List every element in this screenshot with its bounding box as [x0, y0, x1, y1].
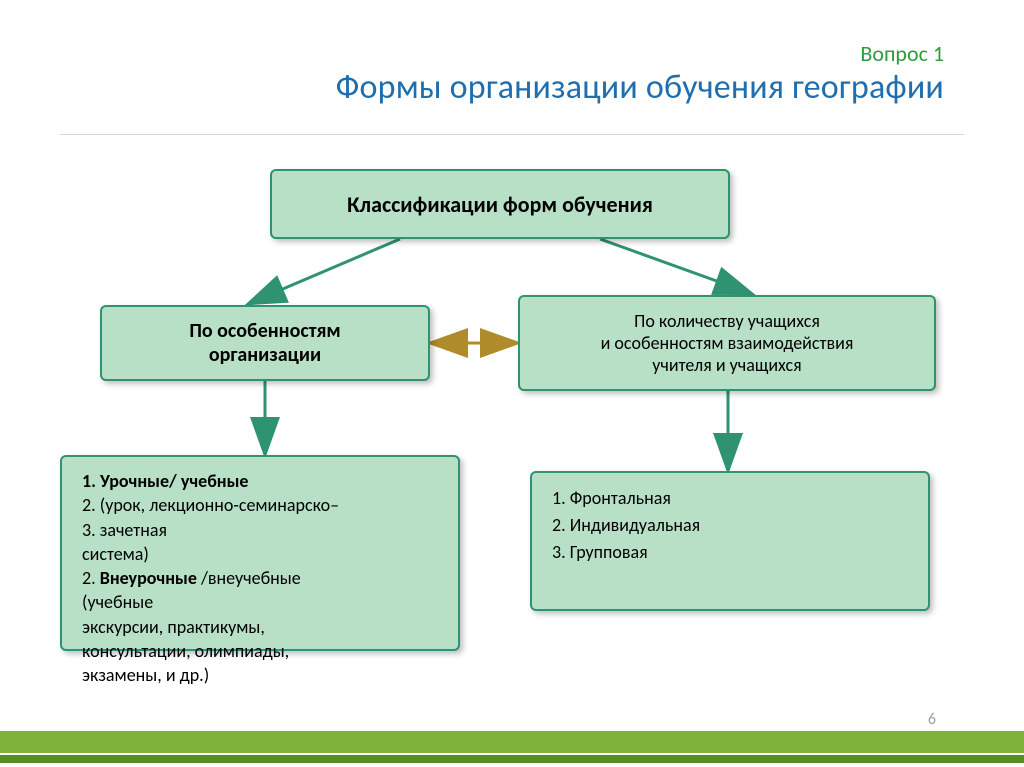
ll-line9: экзамены, и др.) — [82, 663, 339, 687]
rl-line2: 2. Индивидуальная — [552, 512, 700, 539]
box-left-mid: По особенностяморганизации — [100, 305, 430, 381]
ll-line7: экскурсии, практикумы, — [82, 615, 339, 639]
ll-line1: 1. Урочные/ учебные — [82, 469, 339, 493]
box-root: Классификации форм обучения — [270, 169, 730, 239]
box-left-mid-label: По особенностяморганизации — [189, 319, 340, 367]
box-left-leaf: 1. Урочные/ учебные 2. (урок, лекционно-… — [60, 455, 460, 651]
box-root-label: Классификации форм обучения — [347, 191, 653, 218]
ll-line4: система) — [82, 542, 339, 566]
box-right-mid-label: По количеству учащихсяи особенностям вза… — [601, 310, 854, 376]
box-right-mid: По количеству учащихсяи особенностям вза… — [518, 295, 936, 391]
ll-line6: (учебные — [82, 590, 339, 614]
left-leaf-content: 1. Урочные/ учебные 2. (урок, лекционно-… — [82, 469, 339, 688]
rl-line1: 1. Фронтальная — [552, 485, 700, 512]
ll-line8: консультации, олимпиады, — [82, 639, 339, 663]
ll-line3: 3. зачетная — [82, 518, 339, 542]
arrow-root-left — [250, 239, 400, 303]
ll-line5: 2. Внеурочные /внеучебные — [82, 566, 339, 590]
arrow-root-right — [600, 239, 750, 293]
slide-title: Формы организации обучения географии — [80, 67, 944, 108]
diagram-stage: Классификации форм обучения По особеннос… — [60, 135, 964, 655]
footer-bar — [0, 731, 1024, 753]
footer-line — [0, 755, 1024, 763]
footer — [0, 731, 1024, 767]
slide-subtitle: Вопрос 1 — [80, 40, 944, 67]
box-right-leaf: 1. Фронтальная 2. Индивидуальная 3. Груп… — [530, 471, 930, 611]
ll-line2: 2. (урок, лекционно-семинарско– — [82, 493, 339, 517]
page-number: 6 — [928, 710, 936, 729]
right-leaf-content: 1. Фронтальная 2. Индивидуальная 3. Груп… — [552, 485, 700, 566]
rl-line3: 3. Групповая — [552, 539, 700, 566]
